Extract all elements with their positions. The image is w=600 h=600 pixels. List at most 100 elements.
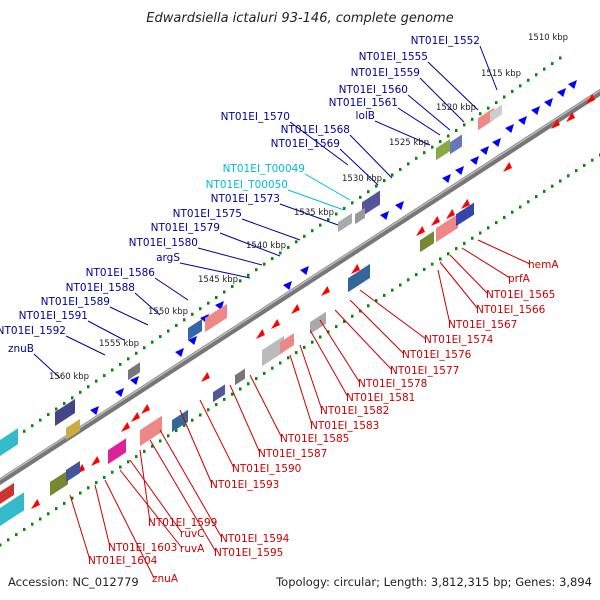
lower-ring-tick — [191, 418, 194, 422]
bottom-label-leader — [449, 254, 489, 295]
upper-ring-tick — [439, 140, 442, 144]
top-gene-label: NT01EI_1568 — [281, 124, 350, 136]
gene-block — [235, 368, 245, 386]
top-label-leader — [427, 61, 479, 111]
lower-ring-tick — [311, 340, 314, 344]
lower-ring-tick — [463, 241, 466, 245]
top-label-leader — [197, 247, 263, 266]
lower-ring-tick — [95, 481, 98, 485]
lower-ring-tick — [215, 403, 218, 407]
bottom-gene-label: NT01EI_1567 — [448, 319, 517, 331]
bottom-gene-label: NT01EI_1585 — [280, 433, 349, 445]
bottom-label-leader — [461, 247, 511, 279]
top-gene-label: NT01EI_T00049 — [223, 163, 305, 175]
kbp-label: 1540 kbp — [246, 241, 286, 251]
lower-ring-tick — [319, 335, 322, 339]
upper-ring-tick — [31, 424, 34, 428]
upper-ring-tick — [351, 201, 354, 205]
bottom-label-leader — [334, 309, 393, 371]
gene-block — [348, 263, 370, 293]
forward-gene-arrow — [175, 348, 184, 357]
reverse-gene-arrow — [256, 329, 265, 339]
upper-ring-tick — [87, 385, 90, 389]
top-gene-label: lolB — [356, 110, 375, 122]
bottom-gene-label: ruvA — [180, 543, 205, 555]
upper-ring-tick — [559, 56, 562, 60]
lower-ring-tick — [15, 533, 18, 537]
reverse-gene-arrow — [503, 162, 512, 172]
lower-ring-tick — [63, 501, 66, 505]
bottom-gene-label: NT01EI_1590 — [232, 463, 301, 475]
upper-ring-tick — [119, 362, 122, 366]
reverse-gene-arrow — [351, 264, 360, 274]
bottom-label-leader — [359, 289, 427, 340]
bottom-label-leader — [149, 439, 217, 553]
upper-ring-tick — [39, 418, 42, 422]
gene-block — [50, 470, 68, 497]
forward-gene-arrow — [130, 376, 139, 385]
forward-gene-arrow — [380, 211, 389, 220]
lower-ring-tick — [239, 387, 242, 391]
top-label-leader — [419, 77, 465, 123]
upper-ring-tick — [159, 335, 162, 339]
bottom-gene-label: NT01EI_1599 — [148, 517, 217, 529]
lower-ring-tick — [55, 507, 58, 511]
gene-block — [172, 409, 188, 433]
lower-ring-tick — [111, 470, 114, 474]
upper-ring-tick — [135, 351, 138, 355]
top-label-leader — [109, 306, 149, 326]
lower-ring-tick — [447, 252, 450, 256]
bottom-gene-label: NT01EI_1587 — [258, 448, 327, 460]
tick-rings — [0, 56, 600, 547]
forward-gene-arrow — [442, 174, 451, 183]
gene-block — [188, 319, 202, 341]
reverse-gene-arrow — [291, 304, 300, 314]
upper-ring-tick — [519, 84, 522, 88]
top-gene-label: NT01EI_1586 — [86, 267, 156, 279]
gene-block — [55, 399, 75, 427]
reverse-gene-arrow — [141, 404, 150, 414]
upper-ring-tick — [383, 179, 386, 183]
accession-label: Accession: NC_012779 — [8, 575, 139, 589]
lower-ring-tick — [39, 517, 42, 521]
bottom-label-leader — [199, 399, 235, 469]
upper-ring-tick — [375, 184, 378, 188]
lower-ring-tick — [439, 257, 442, 261]
lower-ring-tick — [0, 543, 2, 547]
upper-ring-tick — [143, 346, 146, 350]
kbp-label: 1530 kbp — [342, 174, 382, 184]
lower-ring-tick — [575, 169, 578, 173]
forward-gene-arrow — [455, 166, 464, 175]
lower-ring-tick — [479, 231, 482, 235]
lower-ring-tick — [343, 319, 346, 323]
bottom-gene-label: NT01EI_1595 — [214, 547, 283, 559]
top-label-leader — [289, 121, 349, 166]
lower-ring-tick — [175, 429, 178, 433]
gene-features — [0, 80, 595, 526]
upper-ring-tick — [63, 401, 66, 405]
lower-ring-tick — [255, 377, 258, 381]
forward-gene-arrow — [188, 336, 197, 345]
top-label-leader — [134, 292, 161, 316]
lower-ring-tick — [159, 439, 162, 443]
upper-ring-tick — [527, 78, 530, 82]
upper-ring-tick — [215, 296, 218, 300]
upper-ring-tick — [503, 95, 506, 99]
kbp-label: 1515 kbp — [481, 69, 521, 79]
lower-ring-tick — [247, 382, 250, 386]
top-gene-label: NT01EI_1559 — [351, 67, 420, 79]
gene-block — [450, 134, 462, 155]
lower-ring-tick — [31, 522, 34, 526]
bottom-label-leader — [104, 479, 155, 579]
kbp-label: 1535 kbp — [294, 208, 334, 218]
gene-block — [436, 213, 458, 243]
bottom-gene-label: NT01EI_1583 — [310, 420, 379, 432]
lower-ring-tick — [207, 408, 210, 412]
gene-block — [420, 231, 434, 253]
top-gene-label: NT01EI_1552 — [411, 35, 480, 47]
gene-block — [355, 207, 365, 225]
upper-ring-tick — [367, 190, 370, 194]
backbone-highlight — [0, 89, 600, 481]
top-gene-label: znuB — [8, 343, 34, 355]
